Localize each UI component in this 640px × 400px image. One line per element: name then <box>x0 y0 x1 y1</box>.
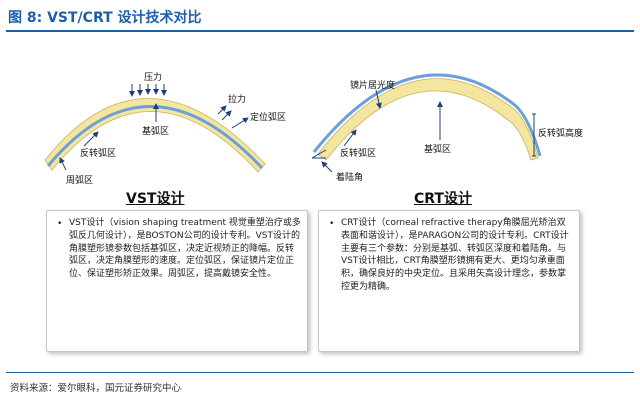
figure-number: 图 8: <box>8 10 43 26</box>
lens-diagrams: 压力 拉力 定位弧区 反转弧区 基弧区 周弧区 镜片居光度 反转弧高度 基弧区 <box>44 71 583 186</box>
crt-description: CRT设计（corneal refractive therapy角膜屈光矫治双表… <box>341 218 569 292</box>
vst-label-pull: 拉力 <box>228 93 246 105</box>
crt-label-reverse-arc-height: 反转弧高度 <box>538 127 583 139</box>
vst-label-base-arc: 基弧区 <box>142 125 169 137</box>
crt-cornea <box>312 73 542 157</box>
crt-label-reverse-arc: 反转弧区 <box>340 147 376 159</box>
vst-label-pressure: 压力 <box>144 71 162 83</box>
figure-header: 图 8: VST/CRT 设计技术对比 <box>6 4 634 32</box>
crt-label-landing-angle: 着陆角 <box>336 171 363 183</box>
vst-diagram: 压力 拉力 定位弧区 反转弧区 基弧区 周弧区 <box>44 71 286 186</box>
crt-description-box: • CRT设计（corneal refractive therapy角膜屈光矫治… <box>318 210 580 352</box>
crt-landing-angle-mark <box>311 149 327 159</box>
vst-label-positioning-arc: 定位弧区 <box>250 111 286 123</box>
vst-pull-arrows <box>217 105 232 121</box>
crt-label-base-arc: 基弧区 <box>424 143 451 155</box>
crt-bullet: • <box>329 219 335 229</box>
figure-title-main: VST/CRT <box>42 10 118 26</box>
figure-title: 图 8: VST/CRT 设计技术对比 <box>8 7 202 27</box>
vst-cornea <box>46 105 264 170</box>
crt-title: CRT设计 <box>414 191 472 207</box>
crt-reverse-arc-height-bracket <box>532 113 536 157</box>
vst-description: VST设计（vision shaping treatment 视觉重塑治疗或多弧… <box>69 218 301 280</box>
vst-label-peripheral-arc: 周弧区 <box>66 174 93 186</box>
source-note: 资料来源：爱尔眼科，国元证券研究中心 <box>10 383 182 394</box>
header-rule <box>6 30 634 32</box>
vst-label-reverse-arc: 反转弧区 <box>80 147 116 159</box>
vst-bullet: • <box>57 219 63 229</box>
figure-title-suffix: 设计技术对比 <box>117 10 202 26</box>
crt-diagram: 镜片居光度 反转弧高度 基弧区 反转弧区 着陆角 <box>311 73 583 183</box>
footer-rule <box>6 372 634 373</box>
crt-label-lens-sag: 镜片居光度 <box>350 79 395 91</box>
vst-pressure-arrows <box>129 84 167 97</box>
crt-lens <box>317 78 539 161</box>
vst-title: VST设计 <box>126 191 185 207</box>
vst-description-box: • VST设计（vision shaping treatment 视觉重塑治疗或… <box>46 210 308 352</box>
